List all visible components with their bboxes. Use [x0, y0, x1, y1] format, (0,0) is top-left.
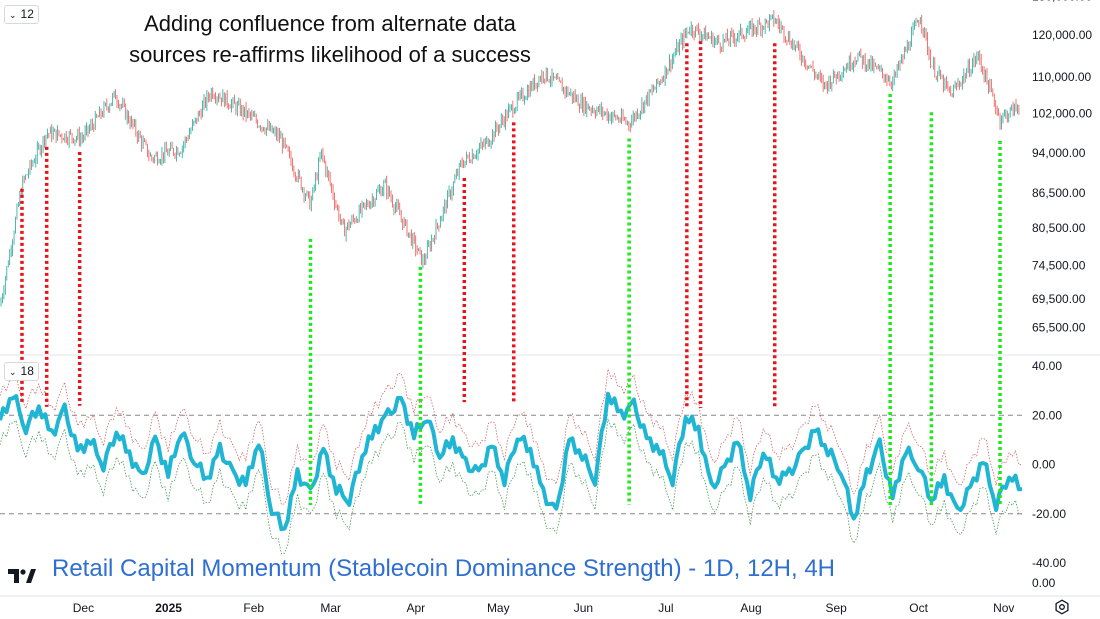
- osc-lower-band-line: [0, 418, 1023, 555]
- osc-axis-tick-label: -40.00: [1032, 556, 1066, 570]
- price-axis-tick-label: 110,000.00: [1032, 70, 1091, 84]
- time-axis-tick-label: Jul: [658, 601, 673, 615]
- time-axis-tick-label: Apr: [407, 601, 426, 615]
- price-axis-tick-label: 74,500.00: [1032, 258, 1086, 272]
- osc-axis-tick-label: 20.00: [1032, 408, 1062, 422]
- headline-line-2: sources re-affirms likelihood of a succe…: [129, 42, 531, 67]
- osc-axis-tick-label: -20.00: [1032, 507, 1066, 521]
- price-axis-tick-label: 120,000.00: [1032, 28, 1092, 42]
- time-axis-tick-label: Nov: [993, 601, 1014, 615]
- price-axis-tick-label: 65,500.00: [1032, 320, 1086, 334]
- indicator-title: Retail Capital Momentum (Stablecoin Domi…: [52, 555, 836, 582]
- osc-upper-band-line: [0, 369, 1023, 505]
- osc-axis-tick-label: 0.00: [1032, 576, 1056, 590]
- time-axis-tick-label: 2025: [155, 601, 182, 615]
- chevron-down-icon: ⌄: [9, 10, 17, 20]
- price-axis-tick-label: 102,000.00: [1032, 107, 1092, 121]
- osc-axis-tick-label: 0.00: [1032, 458, 1056, 472]
- price-axis-tick-label: 130,000.00: [1032, 0, 1092, 4]
- time-axis-tick-label: Jun: [574, 601, 593, 615]
- price-pane-interval-button[interactable]: ⌄ 12: [4, 5, 39, 24]
- price-pane-interval-label: 12: [20, 7, 34, 21]
- time-axis-tick-label: Oct: [909, 601, 928, 615]
- time-axis-tick-label: Feb: [243, 601, 264, 615]
- osc-main-line: [0, 391, 1023, 532]
- gear-icon[interactable]: [1054, 599, 1070, 615]
- chevron-down-icon: ⌄: [9, 367, 17, 377]
- time-axis-tick-label: May: [487, 601, 510, 615]
- tradingview-logo-icon[interactable]: [7, 567, 37, 585]
- osc-pane-interval-label: 18: [20, 364, 34, 378]
- osc-pane-interval-button[interactable]: ⌄ 18: [4, 362, 39, 381]
- osc-axis-tick-label: 40.00: [1032, 359, 1062, 373]
- time-axis-tick-label: Dec: [73, 601, 94, 615]
- price-axis-tick-label: 69,500.00: [1032, 292, 1086, 306]
- time-axis-tick-label: Sep: [826, 601, 848, 615]
- time-axis-tick-label: Aug: [740, 601, 761, 615]
- price-axis-tick-label: 86,500.00: [1032, 186, 1086, 200]
- price-axis-tick-label: 80,500.00: [1032, 221, 1086, 235]
- time-axis-tick-label: Mar: [320, 601, 341, 615]
- chart-annotation-headline: Adding confluence from alternate data so…: [60, 8, 600, 70]
- headline-line-1: Adding confluence from alternate data: [144, 11, 516, 36]
- price-axis-tick-label: 94,000.00: [1032, 146, 1086, 160]
